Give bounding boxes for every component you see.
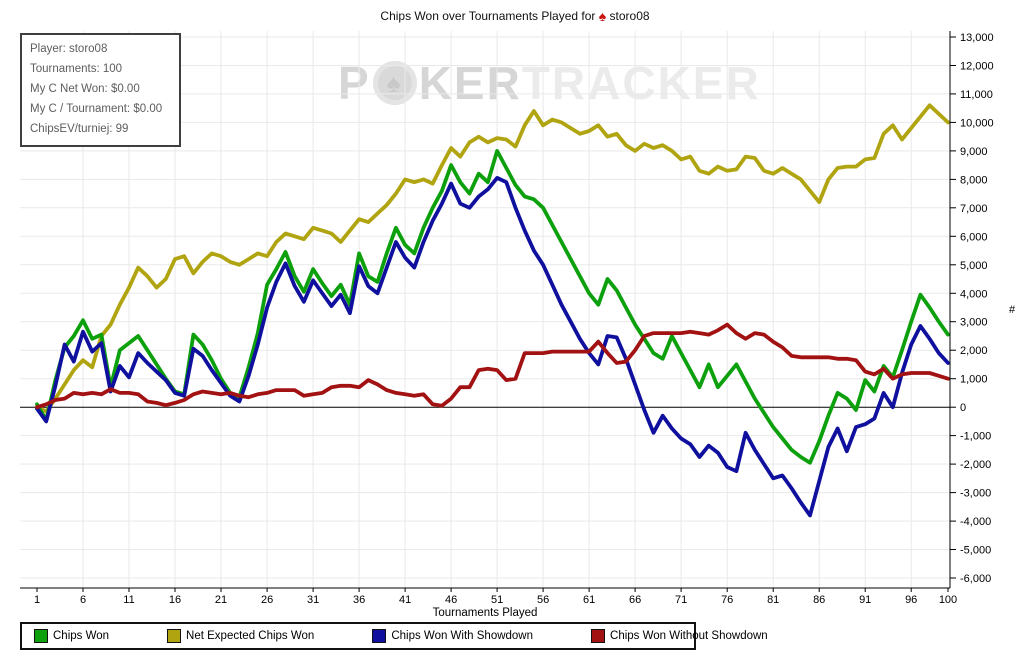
svg-text:56: 56 [537, 594, 549, 606]
info-line-3: My C / Tournament: $0.00 [30, 103, 163, 115]
svg-text:71: 71 [675, 594, 687, 606]
legend-label: Chips Won Without Showdown [610, 630, 768, 642]
svg-text:6,000: 6,000 [960, 231, 988, 243]
svg-text:0: 0 [960, 402, 966, 414]
poker-chip-icon: ♠ [372, 61, 417, 105]
svg-text:2,000: 2,000 [960, 345, 988, 357]
svg-text:#: # [1009, 304, 1016, 316]
legend-label: Chips Won With Showdown [391, 630, 534, 642]
svg-text:3,000: 3,000 [960, 317, 988, 329]
legend-swatch-icon [167, 629, 182, 643]
svg-text:1,000: 1,000 [960, 374, 988, 386]
chart-title: Chips Won over Tournaments Played for ♠ … [0, 8, 1030, 24]
svg-text:7,000: 7,000 [960, 203, 988, 215]
legend-item-1: Net Expected Chips Won [167, 629, 314, 643]
legend-item-0: Chips Won [34, 629, 109, 643]
svg-text:91: 91 [859, 594, 871, 606]
svg-text:12,000: 12,000 [960, 61, 994, 73]
svg-text:9,000: 9,000 [960, 146, 988, 158]
svg-text:-6,000: -6,000 [960, 573, 991, 585]
svg-text:41: 41 [399, 594, 411, 606]
legend-item-3: Chips Won Without Showdown [591, 629, 768, 643]
info-line-2: My C Net Won: $0.00 [30, 83, 140, 95]
svg-text:-5,000: -5,000 [960, 545, 991, 557]
svg-text:Tournaments Played: Tournaments Played [433, 607, 538, 619]
svg-text:5,000: 5,000 [960, 260, 988, 272]
svg-text:16: 16 [169, 594, 181, 606]
svg-text:10,000: 10,000 [960, 117, 994, 129]
svg-text:81: 81 [767, 594, 779, 606]
legend-label: Net Expected Chips Won [186, 630, 315, 642]
info-line-4: ChipsEV/turniej: 99 [30, 123, 129, 135]
svg-text:46: 46 [445, 594, 457, 606]
legend-label: Chips Won [53, 630, 110, 642]
svg-text:76: 76 [721, 594, 733, 606]
svg-text:4,000: 4,000 [960, 288, 988, 300]
red-spade-icon: ♠ [598, 8, 607, 24]
svg-text:66: 66 [629, 594, 641, 606]
svg-text:86: 86 [813, 594, 825, 606]
legend-swatch-icon [372, 629, 387, 643]
svg-text:-1,000: -1,000 [960, 431, 991, 443]
svg-text:6: 6 [80, 594, 86, 606]
legend-swatch-icon [591, 629, 606, 643]
svg-text:8,000: 8,000 [960, 174, 988, 186]
svg-text:-3,000: -3,000 [960, 488, 991, 500]
legend-item-2: Chips Won With Showdown [372, 629, 533, 643]
chart-title-player: storo08 [609, 9, 650, 23]
player-stats-info-box: Player: storo08 Tournaments: 100 My C Net … [20, 33, 181, 147]
svg-text:11,000: 11,000 [960, 89, 993, 101]
svg-text:-2,000: -2,000 [960, 459, 991, 471]
svg-text:36: 36 [353, 594, 365, 606]
chart-title-text: Chips Won over Tournaments Played for [380, 9, 596, 23]
svg-text:-4,000: -4,000 [960, 516, 991, 528]
svg-text:26: 26 [261, 594, 273, 606]
svg-text:61: 61 [583, 594, 595, 606]
chart-legend: Chips Won Net Expected Chips Won Chips Won… [20, 622, 768, 650]
svg-text:1: 1 [34, 594, 40, 606]
legend-swatch-icon [34, 629, 48, 643]
info-line-0: Player: storo08 [30, 43, 108, 55]
svg-text:13,000: 13,000 [960, 32, 994, 44]
info-line-1: Tournaments: 100 [30, 63, 123, 75]
svg-text:21: 21 [215, 594, 227, 606]
svg-text:31: 31 [307, 594, 319, 606]
svg-text:100: 100 [939, 594, 957, 606]
svg-text:11: 11 [123, 594, 134, 606]
svg-text:51: 51 [491, 594, 503, 606]
svg-text:96: 96 [905, 594, 917, 606]
